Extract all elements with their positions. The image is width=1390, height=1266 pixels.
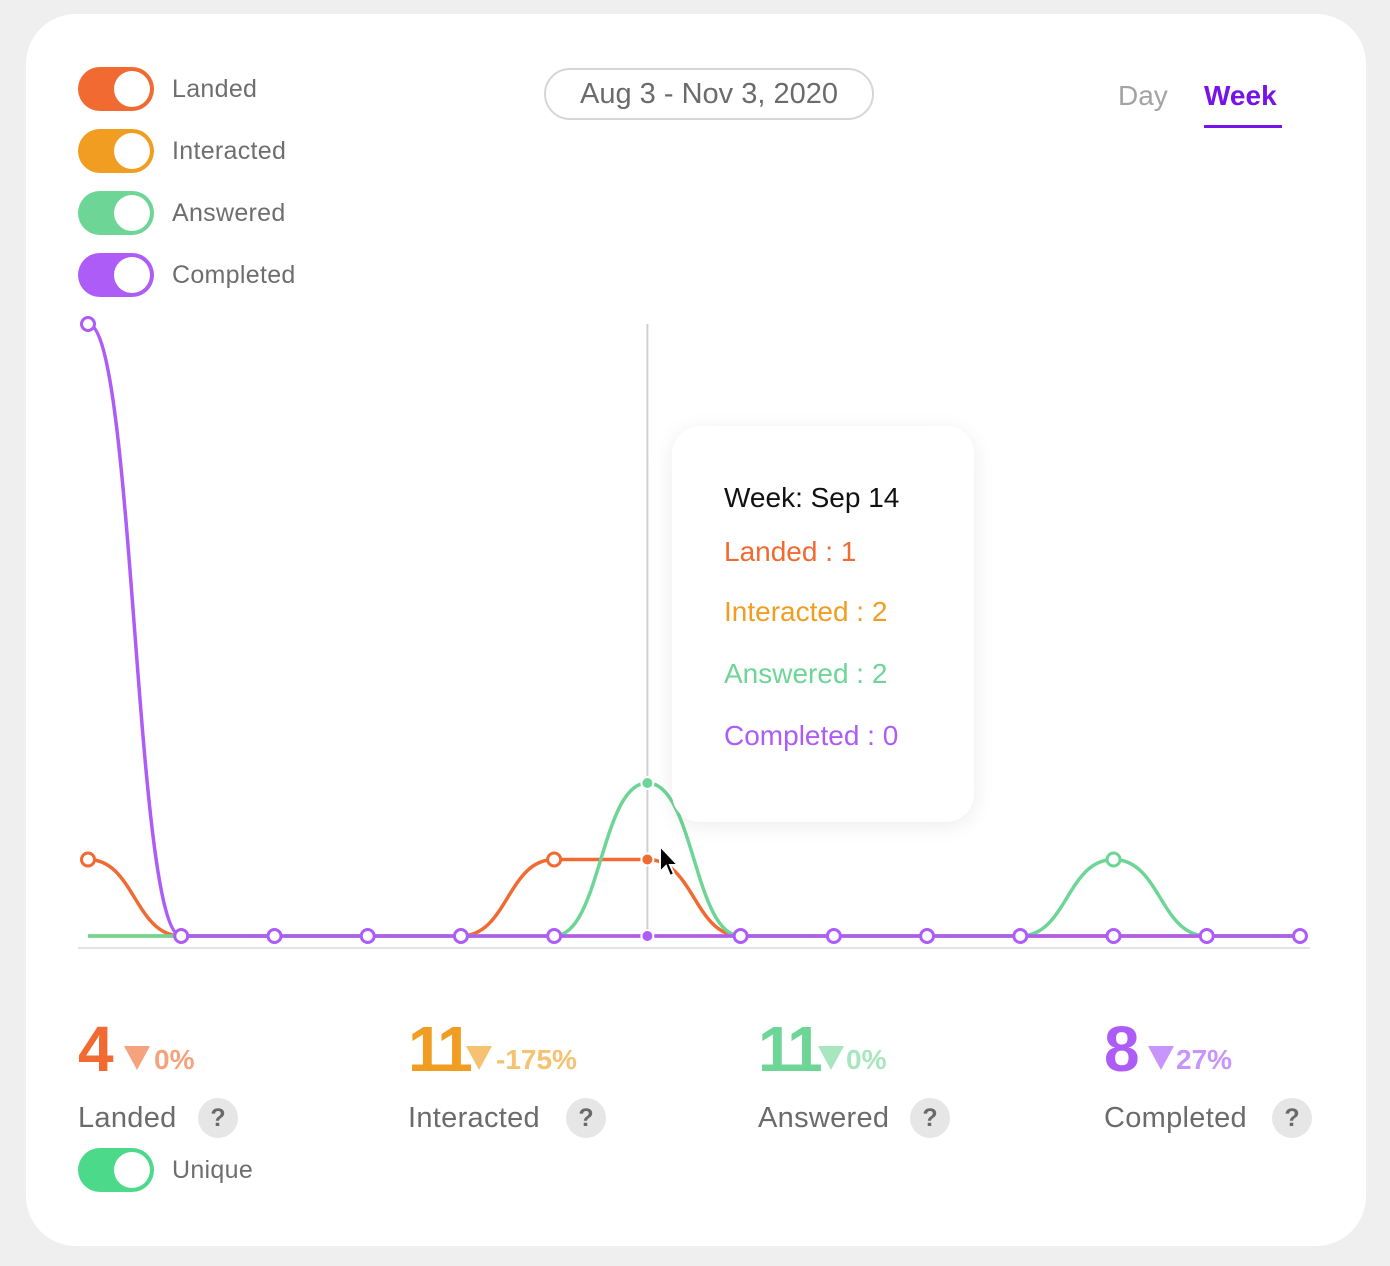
down-triangle-icon	[818, 1046, 844, 1070]
interacted-toggle[interactable]	[78, 129, 154, 173]
mouse-cursor-icon	[659, 844, 681, 878]
data-point-completed[interactable]	[173, 928, 190, 944]
toggle-knob	[114, 257, 150, 293]
toggle-knob	[114, 71, 150, 107]
down-triangle-icon	[124, 1046, 150, 1070]
active-tab-underline	[1204, 125, 1282, 128]
down-triangle-icon	[466, 1046, 492, 1070]
data-point-completed[interactable]	[452, 928, 469, 944]
legend-label: Landed	[172, 75, 258, 103]
data-point-landed[interactable]	[80, 851, 96, 868]
data-point-completed[interactable]	[1012, 928, 1029, 944]
data-point-completed[interactable]	[359, 928, 376, 944]
landed-toggle[interactable]	[78, 67, 154, 111]
data-point-answered[interactable]	[640, 776, 655, 790]
analytics-card: Landed Interacted Answered Completed Aug…	[26, 14, 1366, 1246]
chart-tooltip: Week: Sep 14 Landed : 1 Interacted : 2 A…	[672, 426, 974, 822]
stat-value: 4	[78, 1013, 114, 1085]
legend-label: Interacted	[172, 137, 287, 165]
granularity-day-tab[interactable]: Day	[1118, 80, 1168, 111]
stat-change: 0%	[846, 1044, 887, 1075]
stat-value: 11	[408, 1013, 473, 1085]
stat-value: 11	[758, 1013, 823, 1085]
unique-toggle[interactable]	[78, 1148, 154, 1192]
stat-label: Landed	[78, 1102, 177, 1134]
stat-label: Completed	[1104, 1102, 1247, 1134]
data-point-landed[interactable]	[546, 851, 563, 868]
toggle-knob	[114, 195, 150, 231]
data-point-completed[interactable]	[546, 928, 563, 944]
data-point-completed[interactable]	[80, 316, 96, 332]
toggle-knob	[114, 1152, 150, 1188]
tooltip-completed: Completed : 0	[724, 720, 899, 751]
data-point-completed[interactable]	[825, 928, 842, 944]
stat-change: 27%	[1176, 1044, 1233, 1075]
legend-label: Completed	[172, 261, 296, 289]
data-point-completed[interactable]	[732, 928, 749, 944]
data-point-completed[interactable]	[919, 928, 936, 944]
date-range-picker[interactable]: Aug 3 - Nov 3, 2020	[544, 68, 874, 120]
data-point-answered[interactable]	[1105, 851, 1122, 868]
tooltip-title: Week: Sep 14	[724, 482, 900, 513]
completed-toggle[interactable]	[78, 253, 154, 297]
answered-toggle[interactable]	[78, 191, 154, 235]
stat-label: Answered	[758, 1102, 890, 1134]
help-icon[interactable]: ?	[910, 1098, 950, 1138]
stat-label: Interacted	[408, 1102, 540, 1134]
help-icon[interactable]: ?	[1272, 1098, 1312, 1138]
data-point-completed[interactable]	[266, 928, 283, 944]
data-point-completed[interactable]	[1105, 928, 1122, 944]
tooltip-interacted: Interacted : 2	[724, 596, 888, 627]
data-point-completed[interactable]	[1198, 928, 1215, 944]
legend-label: Answered	[172, 199, 286, 227]
data-point-completed[interactable]	[640, 929, 655, 943]
stat-change: 0%	[154, 1044, 195, 1075]
help-icon[interactable]: ?	[198, 1098, 238, 1138]
down-triangle-icon	[1148, 1046, 1174, 1070]
series-line-landed	[87, 857, 1300, 938]
toggle-knob	[114, 133, 150, 169]
data-point-completed[interactable]	[1292, 928, 1308, 944]
tooltip-answered: Answered : 2	[724, 658, 888, 689]
unique-label: Unique	[172, 1156, 254, 1184]
stat-change: -175%	[496, 1044, 577, 1075]
granularity-week-tab[interactable]: Week	[1204, 80, 1277, 111]
help-icon[interactable]: ?	[566, 1098, 606, 1138]
tooltip-landed: Landed : 1	[724, 536, 857, 567]
stat-value: 8	[1104, 1013, 1140, 1085]
data-point-landed[interactable]	[640, 852, 655, 867]
